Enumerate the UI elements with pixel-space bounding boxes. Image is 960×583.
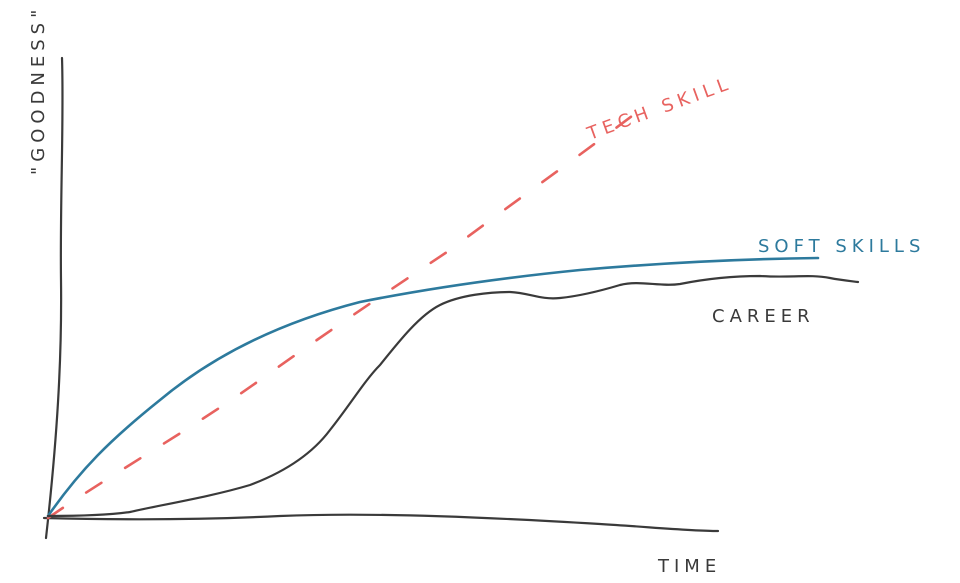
axes [42, 56, 720, 540]
soft-skills-line [46, 256, 820, 518]
y-axis [44, 56, 64, 540]
tech-skill-line [46, 108, 642, 520]
career-label: CAREER [712, 306, 815, 327]
tech-skill-label: TECH SKILL [584, 73, 736, 145]
soft-skills-label: SOFT SKILLS [758, 236, 925, 257]
y-axis-label: "GOODNESS" [28, 5, 49, 175]
career-line [46, 274, 860, 518]
x-axis [42, 513, 720, 533]
x-axis-label: TIME [657, 556, 721, 577]
